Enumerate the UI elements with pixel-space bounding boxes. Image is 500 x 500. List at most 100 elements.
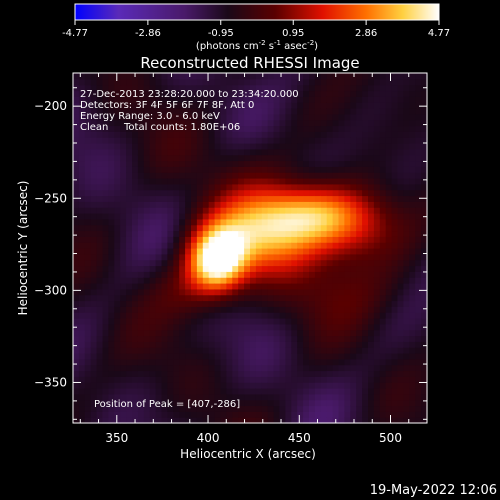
heatmap-cell (137, 73, 145, 80)
heatmap-cell (297, 183, 304, 191)
heatmap-cell (391, 364, 399, 372)
heatmap-cell (291, 102, 298, 109)
heatmap-cell (161, 259, 168, 267)
heatmap-cell (379, 271, 387, 278)
heatmap-cell (155, 166, 163, 173)
heatmap-cell (149, 78, 157, 86)
heatmap-cell (303, 399, 310, 407)
heatmap-cell (126, 90, 133, 97)
heatmap-cell (173, 78, 180, 86)
heatmap-cell (179, 283, 186, 290)
heatmap-cell (350, 242, 357, 249)
heatmap-cell (391, 411, 399, 418)
heatmap-cell (415, 236, 422, 243)
heatmap-cell (273, 242, 281, 249)
heatmap-cell (244, 90, 251, 97)
heatmap-cell (244, 154, 251, 162)
heatmap-cell (214, 207, 222, 214)
heatmap-cell (120, 102, 127, 109)
heatmap-cell (214, 306, 222, 313)
heatmap-cell (397, 154, 404, 162)
heatmap-cell (326, 312, 334, 319)
heatmap-cell (385, 294, 393, 302)
heatmap-cell (84, 329, 92, 337)
heatmap-cell (96, 207, 104, 214)
heatmap-cell (273, 90, 281, 97)
heatmap-cell (179, 242, 186, 249)
heatmap-cell (350, 294, 357, 302)
heatmap-cell (226, 236, 233, 243)
heatmap-cell (78, 329, 86, 337)
heatmap-cell (285, 323, 292, 331)
heatmap-cell (350, 277, 357, 284)
heatmap-cell (114, 73, 121, 80)
heatmap-cell (362, 283, 369, 290)
heatmap-cell (244, 329, 251, 337)
heatmap-cell (185, 102, 192, 109)
heatmap-cell (338, 323, 345, 331)
heatmap-cell (90, 137, 98, 144)
heatmap-cell (403, 102, 410, 109)
heatmap-cell (368, 230, 375, 237)
heatmap-cell (350, 283, 357, 290)
heatmap-cell (379, 213, 387, 220)
heatmap-cell (102, 417, 109, 424)
heatmap-cell (78, 113, 86, 121)
heatmap-cell (350, 388, 357, 395)
heatmap-cell (137, 108, 145, 115)
heatmap-cell (303, 108, 310, 115)
heatmap-cell (108, 148, 115, 156)
heatmap-cell (208, 213, 216, 220)
heatmap-cell (220, 102, 227, 109)
heatmap-cell (173, 265, 180, 272)
heatmap-cell (415, 230, 422, 237)
heatmap-cell (303, 143, 310, 150)
heatmap-cell (196, 312, 204, 319)
heatmap-cell (191, 113, 198, 121)
heatmap-cell (261, 201, 269, 208)
heatmap-cell (167, 102, 174, 109)
heatmap-cell (167, 288, 174, 296)
heatmap-cell (344, 277, 351, 284)
heatmap-cell (344, 364, 351, 372)
heatmap-cell (126, 113, 133, 121)
heatmap-cell (120, 90, 127, 97)
heatmap-cell (78, 230, 86, 237)
heatmap-cell (132, 248, 139, 255)
heatmap-cell (167, 230, 174, 237)
heatmap-cell (320, 137, 328, 144)
heatmap-cell (84, 312, 92, 319)
heatmap-cell (126, 73, 133, 80)
heatmap-cell (250, 178, 257, 185)
heatmap-cell (78, 393, 86, 401)
heatmap-cell (344, 207, 351, 214)
heatmap-cell (397, 259, 404, 267)
heatmap-cell (344, 201, 351, 208)
heatmap-cell (279, 358, 286, 366)
heatmap-cell (291, 253, 298, 261)
heatmap-cell (78, 90, 86, 97)
heatmap-cell (291, 242, 298, 249)
heatmap-cell (232, 84, 239, 92)
heatmap-cell (403, 259, 410, 267)
heatmap-cell (279, 347, 286, 354)
heatmap-cell (385, 411, 393, 418)
heatmap-cell (297, 218, 304, 226)
heatmap-cell (291, 265, 298, 272)
heatmap-cell (309, 108, 316, 115)
heatmap-cell (403, 253, 410, 261)
heatmap-cell (344, 213, 351, 220)
heatmap-cell (415, 242, 422, 249)
heatmap-cell (179, 405, 186, 412)
heatmap-cell (385, 96, 393, 103)
heatmap-cell (149, 102, 157, 109)
heatmap-cell (120, 288, 127, 296)
heatmap-cell (114, 148, 121, 156)
heatmap-cell (326, 148, 334, 156)
heatmap-cell (196, 335, 204, 342)
heatmap-cell (191, 172, 198, 179)
heatmap-cell (273, 300, 281, 307)
heatmap-cell (350, 78, 357, 86)
heatmap-cell (373, 148, 381, 156)
heatmap-cell (391, 213, 399, 220)
